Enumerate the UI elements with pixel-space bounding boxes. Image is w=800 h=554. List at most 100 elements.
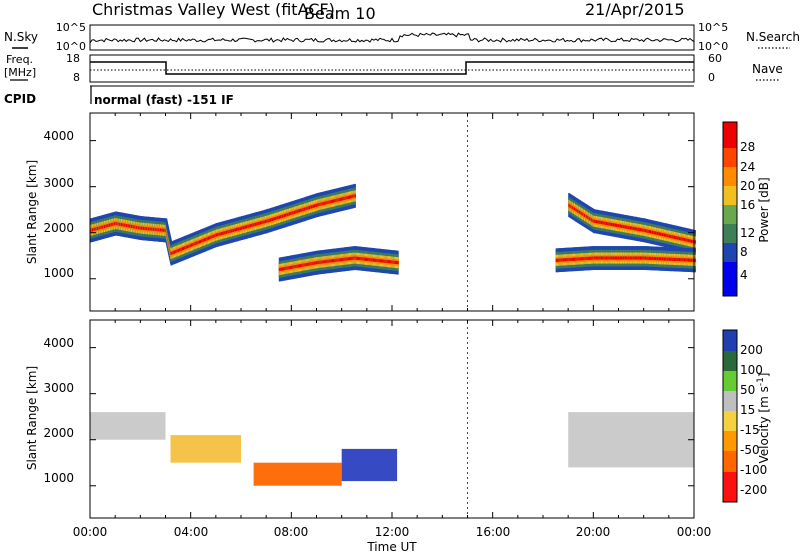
power-cell [315,203,318,208]
power-cell [335,258,337,262]
power-cell [177,249,179,253]
power-cell [268,218,271,222]
power-cell [337,198,339,202]
power-cell [180,247,183,251]
power-cell [383,259,385,263]
velocity-cell [253,462,342,486]
x-tick-label-0: 00:00 [73,525,108,539]
power-cell [298,264,301,268]
power-cell [334,258,336,263]
power-cell [315,261,318,265]
velocity-colorbar-swatch-7 [723,451,737,472]
velocity-colorbar-label-main: Velocity [m s [757,386,771,463]
power-cell [593,256,596,260]
power-cell [344,257,347,261]
power-cell [254,222,257,226]
power-cell [334,199,336,203]
power-cell [222,231,224,235]
velocity-colorbar-label-end: ] [757,373,771,378]
power-cell [197,240,200,244]
power-cell [228,230,231,234]
power-cell [201,239,203,243]
power-cell [629,226,632,230]
power-cell [655,257,657,261]
power-cell [597,220,599,224]
power-cell [280,267,283,271]
power-cell [619,256,622,260]
power-cell [670,234,672,239]
power-cell [343,196,346,200]
power-cell [652,230,655,234]
power-cell [618,256,621,260]
power-colorbar-swatch-3 [723,224,737,243]
power-cell [257,222,260,226]
power-cell [571,257,574,261]
power-cell [311,205,314,209]
power-cell [641,256,643,260]
power-cell [346,196,349,200]
power-cell [599,220,602,224]
power-cell [584,257,587,261]
power-cell [227,230,230,234]
power-cell [188,244,191,248]
power-cell [661,257,664,261]
power-cell [338,258,340,262]
power-cell [347,257,350,261]
power-y-tick-4000: 4000 [43,129,74,143]
nsearch-label: N.Search [746,30,800,44]
power-cell [331,259,334,263]
power-cell [614,223,617,227]
power-cell [352,194,354,198]
power-cell [296,264,299,268]
freq-panel [89,54,695,83]
power-cell [616,256,618,260]
power-cell [293,210,296,214]
power-cell [301,263,303,267]
velocity-colorbar-swatch-1 [723,330,737,351]
velocity-colorbar-label-sup: -1 [756,377,766,386]
power-cell [217,233,219,237]
power-colorbar-frame [722,121,738,297]
power-cell [631,226,633,230]
power-cell [298,209,301,213]
power-cell [236,227,238,232]
power-cell [656,257,659,261]
power-cell [583,257,585,261]
power-cell [330,200,333,204]
power-cbar-tick-16: 16 [740,198,755,212]
power-cell [295,264,298,268]
power-cell [291,211,294,215]
power-cell [572,257,575,261]
power-cell [212,234,215,238]
power-cell [290,211,292,216]
power-cell [326,259,329,263]
power-cell [339,258,341,262]
power-y-axis-label: Slant Range [km] [25,160,39,264]
power-cell [657,232,660,236]
power-cbar-tick-8: 8 [740,245,748,259]
power-cell [271,218,274,222]
power-cell [322,202,324,206]
power-cell [192,243,194,247]
power-cell [675,257,677,262]
power-cell [185,245,187,249]
power-cell [613,256,616,260]
power-cell [622,256,625,260]
power-cell [187,244,190,249]
power-cell [574,257,577,261]
power-cell [590,256,593,260]
power-cell [325,201,328,205]
power-colorbar-label: Power [dB] [757,177,771,242]
power-cell [320,260,322,264]
power-cell [652,256,655,260]
power-cell [288,266,290,270]
power-cell [308,262,311,266]
power-cell [336,198,338,202]
nsky-left-tick-bottom: 10^0 [56,40,86,53]
power-cell [599,256,602,260]
power-y-tick-1000: 1000 [43,266,74,280]
nsky-right-tick-top: 10^5 [698,21,728,34]
power-cell [276,216,279,220]
velocity-cell [568,412,694,468]
power-cell [388,260,391,264]
